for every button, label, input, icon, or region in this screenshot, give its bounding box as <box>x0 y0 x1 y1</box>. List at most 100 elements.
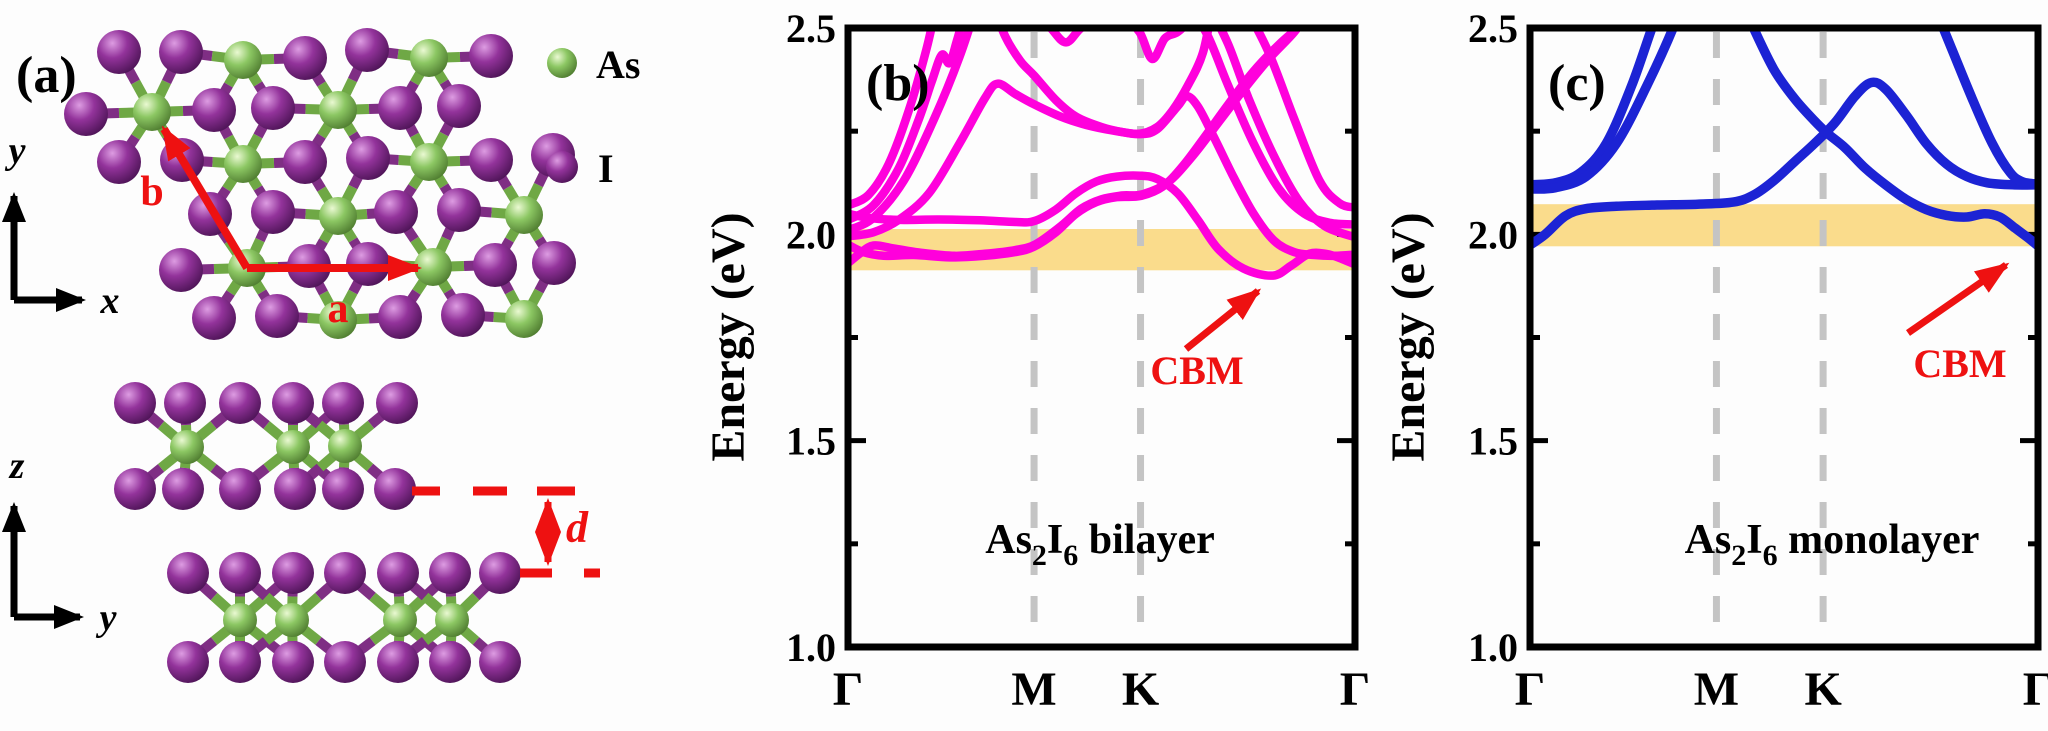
i-atom <box>429 552 471 594</box>
as-atom <box>505 300 543 338</box>
band-curve <box>997 28 1213 139</box>
i-atom <box>374 468 416 510</box>
i-atom <box>479 552 521 594</box>
i-atom <box>469 138 513 182</box>
i-atom <box>167 641 209 683</box>
as-atom <box>224 145 262 183</box>
y-tick-label: 1.0 <box>786 625 836 670</box>
band-curve <box>848 28 936 210</box>
side-view-y-label: y <box>96 597 117 639</box>
y-tick-label: 2.0 <box>1468 212 1518 257</box>
band-curve <box>1748 28 2038 251</box>
i-atom <box>473 243 517 287</box>
i-atom <box>378 295 422 339</box>
side-view-axes <box>1 502 84 629</box>
plot-frame-c <box>1526 24 2042 651</box>
i-atom <box>192 88 236 132</box>
k-point-label: Γ <box>833 663 864 716</box>
as-atom <box>328 429 362 463</box>
i-atom <box>219 468 261 510</box>
legend-as-label: As <box>596 42 640 87</box>
i-atom <box>437 84 481 128</box>
interlayer-annotation: d <box>412 486 600 578</box>
top-view-y-label: y <box>5 130 26 172</box>
i-atom <box>322 382 364 424</box>
i-atom <box>283 36 327 80</box>
lattice-vector-b-arrow <box>160 125 251 271</box>
as-atom <box>223 603 257 637</box>
i-atom <box>272 641 314 683</box>
side-view-z-label: z <box>8 445 25 487</box>
interlayer-distance-label: d <box>566 503 589 552</box>
band-curve <box>1530 28 1679 194</box>
i-atom <box>324 641 366 683</box>
i-atom <box>322 468 364 510</box>
legend-i-label: I <box>598 146 614 191</box>
y-axis-title-c: Energy (eV) <box>1382 212 1435 461</box>
as-atom <box>410 39 448 77</box>
i-atom <box>479 641 521 683</box>
cbm-label-c: CBM <box>1913 341 2006 386</box>
y-tick-labels-b: 1.0 1.5 2.0 2.5 <box>786 6 836 670</box>
i-atom <box>346 136 390 180</box>
band-curve <box>1198 28 1355 229</box>
panel-b-letter: (b) <box>866 55 930 112</box>
i-atom <box>64 92 108 136</box>
as-atom <box>383 603 417 637</box>
i-atom <box>162 468 204 510</box>
top-view-x-label: x <box>100 280 120 322</box>
i-atom <box>378 86 422 130</box>
i-atom <box>167 552 209 594</box>
band-curve <box>1530 77 2038 250</box>
band-curve <box>848 28 1303 268</box>
as-atom <box>319 301 357 339</box>
y-axis-title-b: Energy (eV) <box>702 212 755 461</box>
i-atom <box>114 382 156 424</box>
i-atom <box>255 294 299 338</box>
cbm-highlight-band-c <box>1533 204 2035 247</box>
i-atom <box>272 552 314 594</box>
band-curve <box>848 28 965 225</box>
top-view-axes <box>1 192 86 312</box>
as-atom <box>275 603 309 637</box>
i-atom <box>374 190 418 234</box>
i-atom <box>251 190 295 234</box>
panel-a: (a) y x a b As I <box>1 28 640 683</box>
i-atom <box>283 140 327 184</box>
system-title-b: As2I6 bilayer <box>985 517 1215 572</box>
band-curve <box>1251 28 1355 212</box>
band-curve <box>1530 28 1657 190</box>
as-atom <box>414 248 452 286</box>
y-tick-label: 2.5 <box>1468 6 1518 51</box>
k-point-label: Γ <box>1340 663 1371 716</box>
panel-b: 1.0 1.5 2.0 2.5 Γ M K Γ (b) Energy (eV) As2I6 … <box>702 6 1371 716</box>
as-atom <box>319 91 357 129</box>
plot-frame-b <box>844 24 1359 651</box>
i-atom <box>164 382 206 424</box>
side-view-atoms <box>114 382 521 683</box>
k-point-label: K <box>1122 663 1159 716</box>
k-point-label: Γ <box>2023 663 2048 716</box>
y-tick-label: 1.0 <box>1468 625 1518 670</box>
i-atom <box>251 86 295 130</box>
band-curve <box>1938 28 2038 189</box>
top-view-atoms <box>64 28 576 340</box>
cbm-arrow-b <box>1183 288 1262 352</box>
i-atom <box>345 28 389 72</box>
i-atom <box>324 552 366 594</box>
panel-a-letter: (a) <box>16 47 77 104</box>
k-point-label: K <box>1804 663 1841 716</box>
band-curve <box>1215 28 1355 242</box>
i-atom <box>376 382 418 424</box>
side-view <box>114 382 521 683</box>
y-tick-label: 2.5 <box>786 6 836 51</box>
i-atom <box>219 382 261 424</box>
i-atom <box>159 248 203 292</box>
as-atom <box>319 197 357 235</box>
as-atom <box>410 143 448 181</box>
i-atom <box>274 468 316 510</box>
legend: As I <box>546 42 640 191</box>
top-view <box>64 28 576 340</box>
